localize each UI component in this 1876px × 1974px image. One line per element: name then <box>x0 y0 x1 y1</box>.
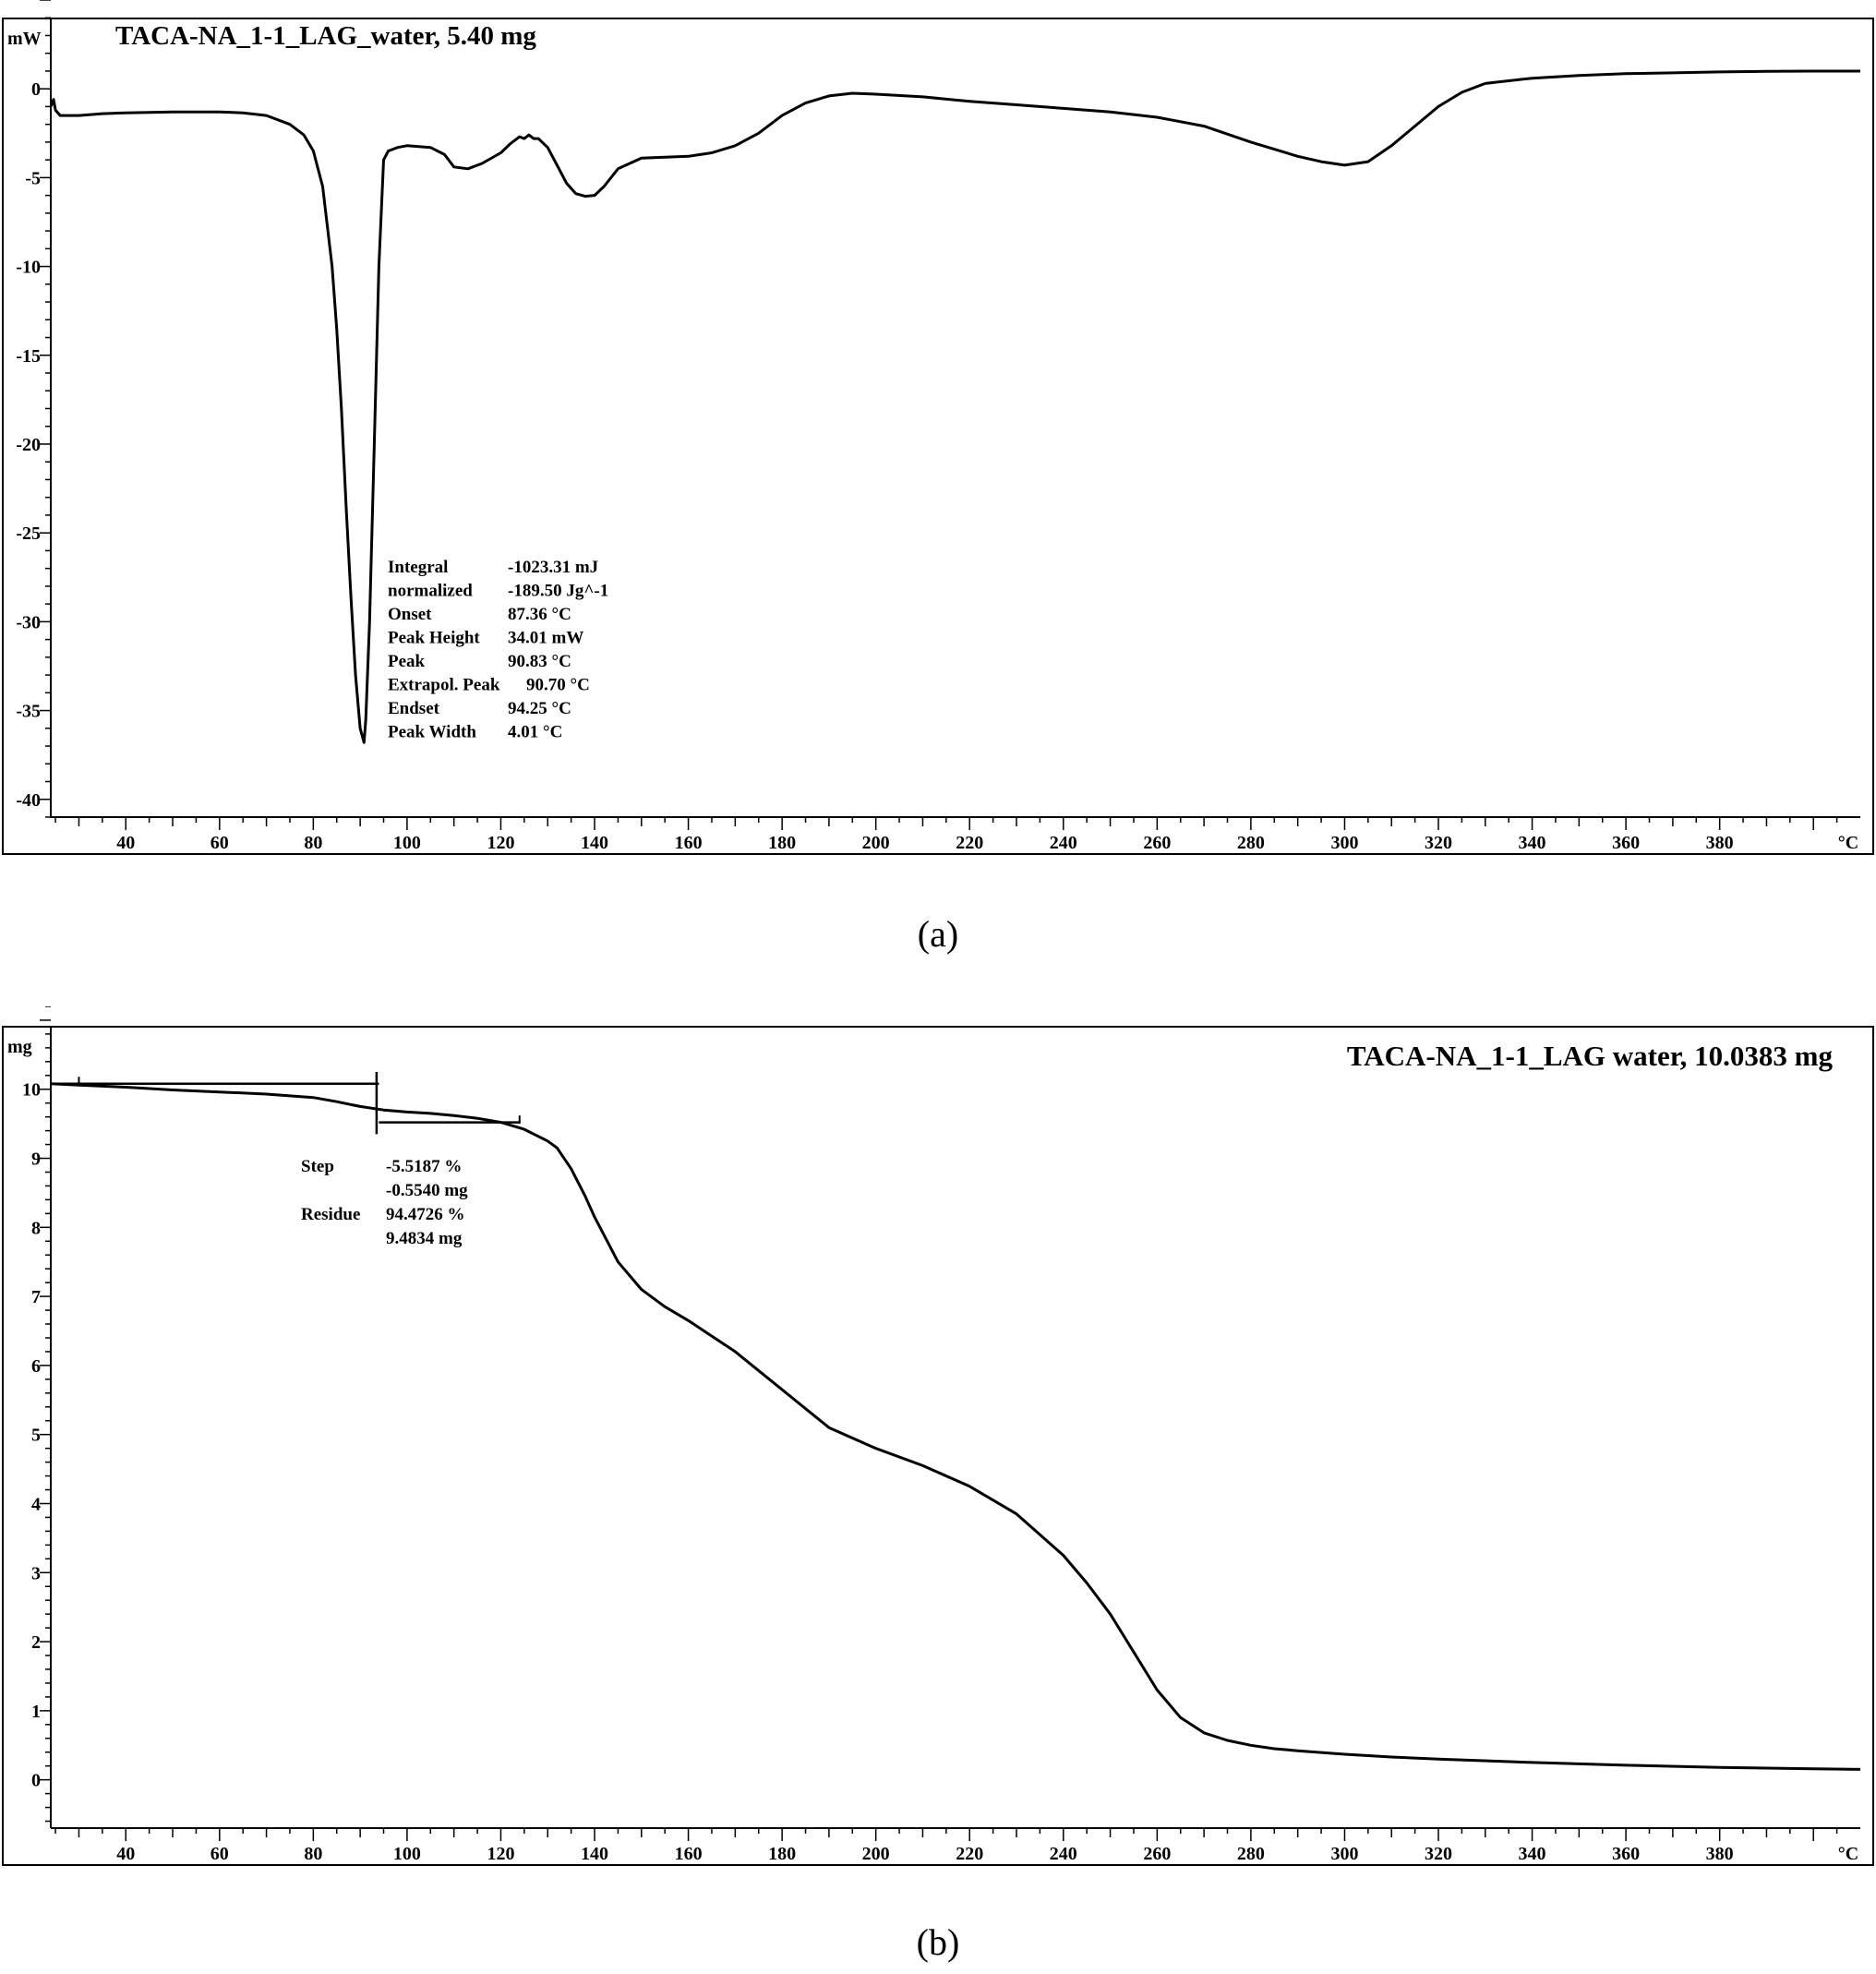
chart-frame <box>2 1026 1874 1866</box>
annotation-value: 4.01 °C <box>508 723 562 742</box>
x-tick-label: 220 <box>956 1844 983 1864</box>
x-tick-label: 380 <box>1706 1844 1734 1864</box>
annotation-label: Residue <box>301 1205 360 1224</box>
x-tick-label: 40 <box>116 1844 135 1864</box>
y-axis-unit: mW <box>7 29 42 49</box>
x-axis-unit: °C <box>1838 1844 1858 1864</box>
chart-frame <box>2 18 1874 855</box>
y-tick-label: 1 <box>31 1702 41 1722</box>
y-tick-label: 4 <box>31 1494 41 1514</box>
y-tick-label: -15 <box>16 346 41 367</box>
x-tick-label: 100 <box>393 1844 421 1864</box>
y-tick-label: 6 <box>31 1356 41 1377</box>
y-tick-label: -25 <box>16 524 41 544</box>
x-tick-label: 280 <box>1237 1844 1265 1864</box>
x-tick-label: 140 <box>581 1844 608 1864</box>
annotation-label: normalized <box>388 582 473 601</box>
y-axis-unit: mg <box>7 1037 32 1057</box>
x-tick-label: 220 <box>956 833 983 853</box>
x-tick-label: 360 <box>1612 833 1640 853</box>
x-tick-label: 320 <box>1425 833 1452 853</box>
chart-title: TACA-NA_1-1_LAG_water, 5.40 mg <box>115 21 536 51</box>
x-tick-label: 80 <box>304 1844 322 1864</box>
annotation-label: Peak Width <box>388 723 476 742</box>
tga-chart: 40 60 80 100 120 140 160 180 200 220 240 260 280 300 3… <box>2 1006 1874 1866</box>
y-tick-label: 2 <box>31 1632 41 1653</box>
annotation-label: Integral <box>388 558 448 577</box>
annotation-label: Endset <box>388 699 440 718</box>
x-tick-label: 120 <box>487 1844 514 1864</box>
x-tick-label: 100 <box>393 833 421 853</box>
x-tick-label: 140 <box>581 833 608 853</box>
annotation-value: -1023.31 mJ <box>508 558 598 577</box>
x-tick-label: 380 <box>1706 833 1734 853</box>
y-tick-label: -5 <box>25 168 41 188</box>
y-tick-label: 8 <box>31 1218 41 1238</box>
y-tick-label: -20 <box>16 435 41 455</box>
y-tick-label: 7 <box>31 1287 41 1307</box>
x-tick-label: 320 <box>1425 1844 1452 1864</box>
y-tick-label: -40 <box>16 790 41 811</box>
y-tick-label: 5 <box>31 1426 41 1446</box>
caption-b: (b) <box>916 1921 960 1963</box>
annotation-label: Extrapol. Peak <box>388 676 500 695</box>
x-tick-label: 200 <box>862 1844 890 1864</box>
x-tick-label: 180 <box>768 1844 796 1864</box>
annotation-label: Step <box>301 1157 334 1176</box>
x-tick-label: 260 <box>1143 1844 1171 1864</box>
x-tick-label: 80 <box>304 833 322 853</box>
annotation-value: -189.50 Jg^-1 <box>508 582 608 601</box>
y-tick-label: 0 <box>31 1771 41 1791</box>
x-tick-label: 240 <box>1050 833 1077 853</box>
x-tick-label: 280 <box>1237 833 1265 853</box>
x-axis-unit: °C <box>1838 833 1858 853</box>
x-tick-label: 60 <box>210 1844 229 1864</box>
x-tick-label: 180 <box>768 833 796 853</box>
data-line <box>50 1082 1861 1771</box>
x-tick-label: 200 <box>862 833 890 853</box>
x-tick-label: 160 <box>675 1844 703 1864</box>
annotation-value: 87.36 °C <box>508 605 571 624</box>
x-tick-label: 40 <box>116 833 135 853</box>
annotation-value: 90.70 °C <box>526 676 590 695</box>
x-tick-label: 340 <box>1519 1844 1546 1864</box>
annotation-value: 9.4834 mg <box>386 1229 463 1248</box>
y-tick-label: 0 <box>31 79 41 100</box>
x-tick-label: 360 <box>1612 1844 1640 1864</box>
x-tick-label: 120 <box>487 833 514 853</box>
caption-a: (a) <box>917 913 959 955</box>
dsc-panel: 40 60 80 100 120 140 160 180 200 220 240 260 280 300 3… <box>0 0 1876 868</box>
y-tick-label: -35 <box>16 702 41 722</box>
y-tick-label: 10 <box>22 1080 41 1101</box>
x-tick-label: 60 <box>210 833 229 853</box>
y-tick-label: 9 <box>31 1149 41 1170</box>
y-tick-label: -10 <box>16 258 41 278</box>
data-line <box>49 69 1860 744</box>
x-tick-label: 300 <box>1330 1844 1358 1864</box>
x-tick-label: 300 <box>1330 833 1358 853</box>
tga-panel: 40 60 80 100 120 140 160 180 200 220 240 260 280 300 3… <box>0 1006 1876 1884</box>
annotation-value: 34.01 mW <box>508 629 583 648</box>
chart-title: TACA-NA_1-1_LAG water, 10.0383 mg <box>1347 1040 1834 1072</box>
x-tick-label: 160 <box>675 833 703 853</box>
annotation-value: 94.4726 % <box>386 1205 465 1224</box>
y-tick-label: -30 <box>16 612 41 632</box>
annotation-value: 90.83 °C <box>508 652 571 671</box>
y-tick-label: 3 <box>31 1563 41 1583</box>
annotation-label: Peak Height <box>388 629 480 648</box>
x-tick-label: 260 <box>1143 833 1171 853</box>
annotation-value: -0.5540 mg <box>386 1181 468 1200</box>
annotation-label: Peak <box>388 652 426 671</box>
annotation-label: Onset <box>388 605 432 624</box>
annotation-value: 94.25 °C <box>508 699 571 718</box>
dsc-chart: 40 60 80 100 120 140 160 180 200 220 240 260 280 300 3… <box>2 0 1874 855</box>
annotation-value: -5.5187 % <box>386 1157 462 1176</box>
x-tick-label: 340 <box>1519 833 1546 853</box>
x-tick-label: 240 <box>1050 1844 1077 1864</box>
